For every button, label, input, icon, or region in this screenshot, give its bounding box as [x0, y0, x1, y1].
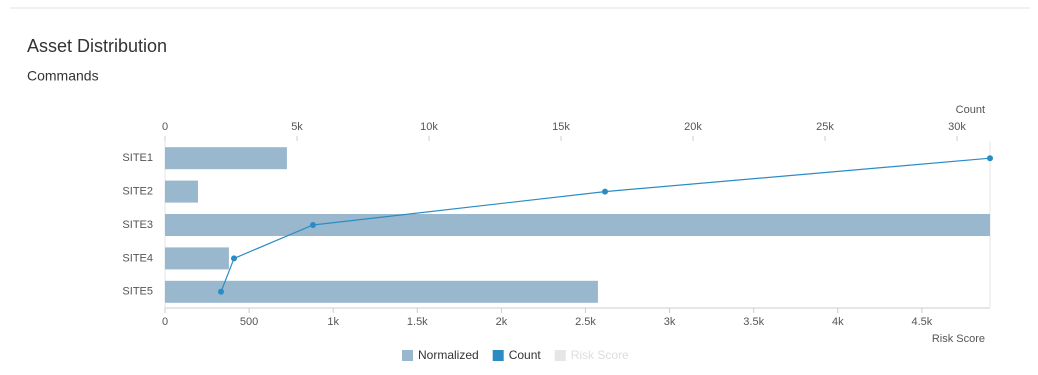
point	[231, 255, 238, 262]
x2-tick-label: 25k	[816, 121, 834, 133]
x2-tick-label: 10k	[420, 121, 438, 133]
x2-tick-label: 0	[162, 121, 168, 133]
legend-swatch	[402, 350, 413, 361]
x-tick-label: 4.5k	[911, 316, 932, 328]
x2-tick-label: 5k	[291, 121, 303, 133]
x2-tick-label: 15k	[552, 121, 570, 133]
y-tick-label: SITE2	[122, 186, 153, 198]
legend-label: Count	[509, 348, 542, 362]
point	[309, 222, 316, 228]
y-tick-label: SITE3	[122, 219, 153, 231]
bar	[165, 247, 229, 270]
x2-tick-label: 30k	[948, 121, 966, 133]
y-tick-label: SITE5	[122, 286, 153, 298]
bar	[165, 147, 287, 170]
x-tick-label: 1k	[327, 316, 339, 328]
x-tick-label: 3.5k	[743, 316, 764, 328]
legend-swatch	[554, 350, 566, 361]
y-tick-label: SITE4	[122, 252, 153, 264]
chart-subtitle: Commands	[27, 68, 99, 84]
x-tick-label: 1.5k	[407, 316, 428, 328]
x2-tick-label: 20k	[684, 121, 702, 133]
bar	[165, 214, 990, 236]
x-tick-label: 500	[240, 316, 258, 328]
x-tick-label: 2k	[496, 316, 508, 328]
y-tick-label: SITE1	[122, 152, 153, 164]
bar	[165, 180, 198, 203]
x2-axis-title: Count	[956, 104, 985, 116]
chart-title: Asset Distribution	[27, 36, 167, 56]
legend-label: Normalized	[418, 348, 479, 362]
x-tick-label: 4k	[832, 316, 844, 328]
x-axis-title: Risk Score	[932, 333, 985, 345]
point	[217, 288, 224, 295]
x-tick-label: 2.5k	[575, 316, 596, 328]
point	[987, 155, 993, 162]
bar	[165, 280, 598, 303]
legend-label: Risk Score	[571, 348, 629, 362]
x-tick-label: 3k	[664, 316, 676, 328]
legend-swatch	[492, 350, 504, 361]
point	[602, 188, 609, 195]
x-tick-label: 0	[162, 316, 168, 328]
